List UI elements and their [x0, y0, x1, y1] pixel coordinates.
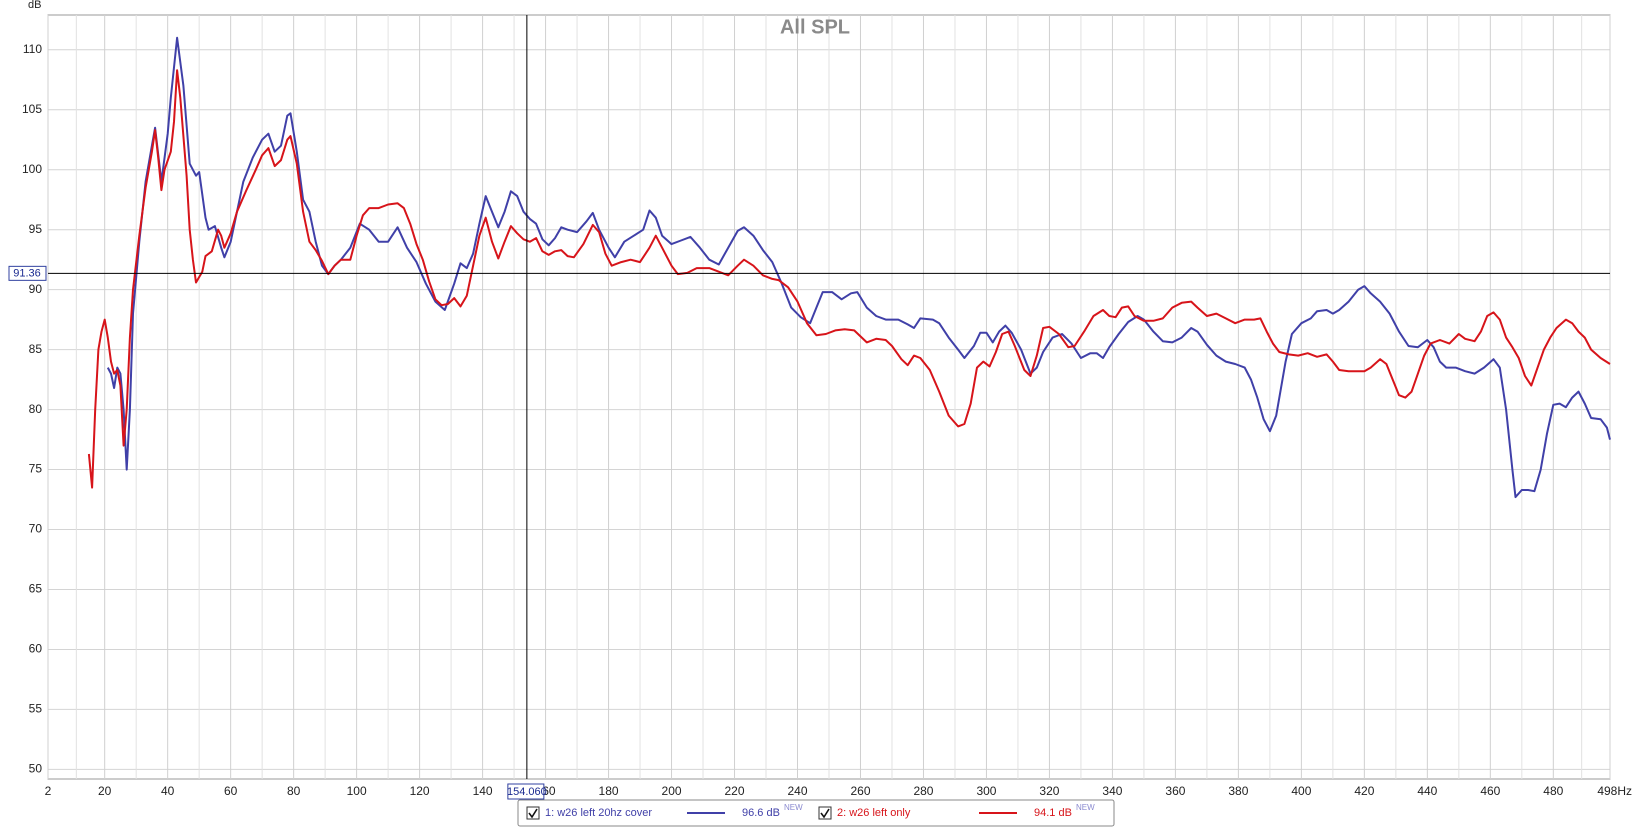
- x-tick-label: 20: [98, 784, 112, 798]
- x-tick-label: 2: [45, 784, 52, 798]
- legend-badge: NEW: [784, 803, 803, 812]
- cursor-y-label: 91.36: [13, 267, 41, 279]
- x-tick-label: 80: [287, 784, 301, 798]
- legend-badge: NEW: [1076, 803, 1095, 812]
- x-tick-label: 460: [1480, 784, 1500, 798]
- x-tick-label: 180: [599, 784, 619, 798]
- x-tick-label: 420: [1354, 784, 1374, 798]
- x-tick-label: 240: [787, 784, 807, 798]
- x-tick-label: 220: [725, 784, 745, 798]
- x-tick-label: 280: [913, 784, 933, 798]
- x-tick-label: 40: [161, 784, 175, 798]
- y-tick-label: 70: [29, 522, 43, 536]
- cursor-x-box: [507, 783, 545, 800]
- legend-value: 96.6 dB: [742, 807, 780, 819]
- y-tick-label: 65: [29, 582, 43, 596]
- cursor-x-label: 154.060: [507, 786, 547, 798]
- x-tick-label: 260: [850, 784, 870, 798]
- y-tick-label: 100: [22, 162, 42, 176]
- y-tick-label: 85: [29, 342, 43, 356]
- x-tick-label: 200: [662, 784, 682, 798]
- x-tick-label: 480: [1543, 784, 1563, 798]
- legend-label: 1: w26 left 20hz cover: [545, 807, 652, 819]
- legend-label: 2: w26 left only: [837, 807, 911, 819]
- checkbox[interactable]: [526, 806, 540, 820]
- y-tick-label: 95: [29, 222, 43, 236]
- y-axis-label: dB: [28, 0, 41, 11]
- y-tick-label: 105: [22, 102, 42, 116]
- legend-box: [517, 799, 1115, 827]
- y-tick-label: 80: [29, 402, 43, 416]
- series-line: [106, 36, 1611, 499]
- series-line: [87, 69, 1611, 489]
- x-tick-label: 300: [976, 784, 996, 798]
- x-tick-label: 340: [1102, 784, 1122, 798]
- y-tick-label: 50: [29, 762, 43, 776]
- x-tick-label: 60: [224, 784, 238, 798]
- chart-title: All SPL: [780, 16, 850, 38]
- checkbox-check[interactable]: [820, 808, 830, 819]
- x-tick-label: 360: [1165, 784, 1185, 798]
- x-tick-label: 100: [347, 784, 367, 798]
- y-tick-label: 75: [29, 462, 43, 476]
- y-tick-label: 90: [29, 282, 43, 296]
- x-tick-label: 380: [1228, 784, 1248, 798]
- y-tick-label: 55: [29, 702, 43, 716]
- checkbox[interactable]: [818, 806, 832, 820]
- x-tick-label: 140: [473, 784, 493, 798]
- y-tick-label: 110: [23, 42, 42, 56]
- x-tick-label: 498Hz: [1597, 784, 1632, 798]
- x-tick-label: 440: [1417, 784, 1437, 798]
- y-tick-label: 60: [29, 642, 43, 656]
- x-tick-label: 400: [1291, 784, 1311, 798]
- legend-value: 94.1 dB: [1034, 807, 1072, 819]
- cursor-y-box: [8, 265, 47, 281]
- x-tick-label: 120: [410, 784, 430, 798]
- checkbox-check[interactable]: [528, 808, 538, 819]
- x-tick-label: 320: [1039, 784, 1059, 798]
